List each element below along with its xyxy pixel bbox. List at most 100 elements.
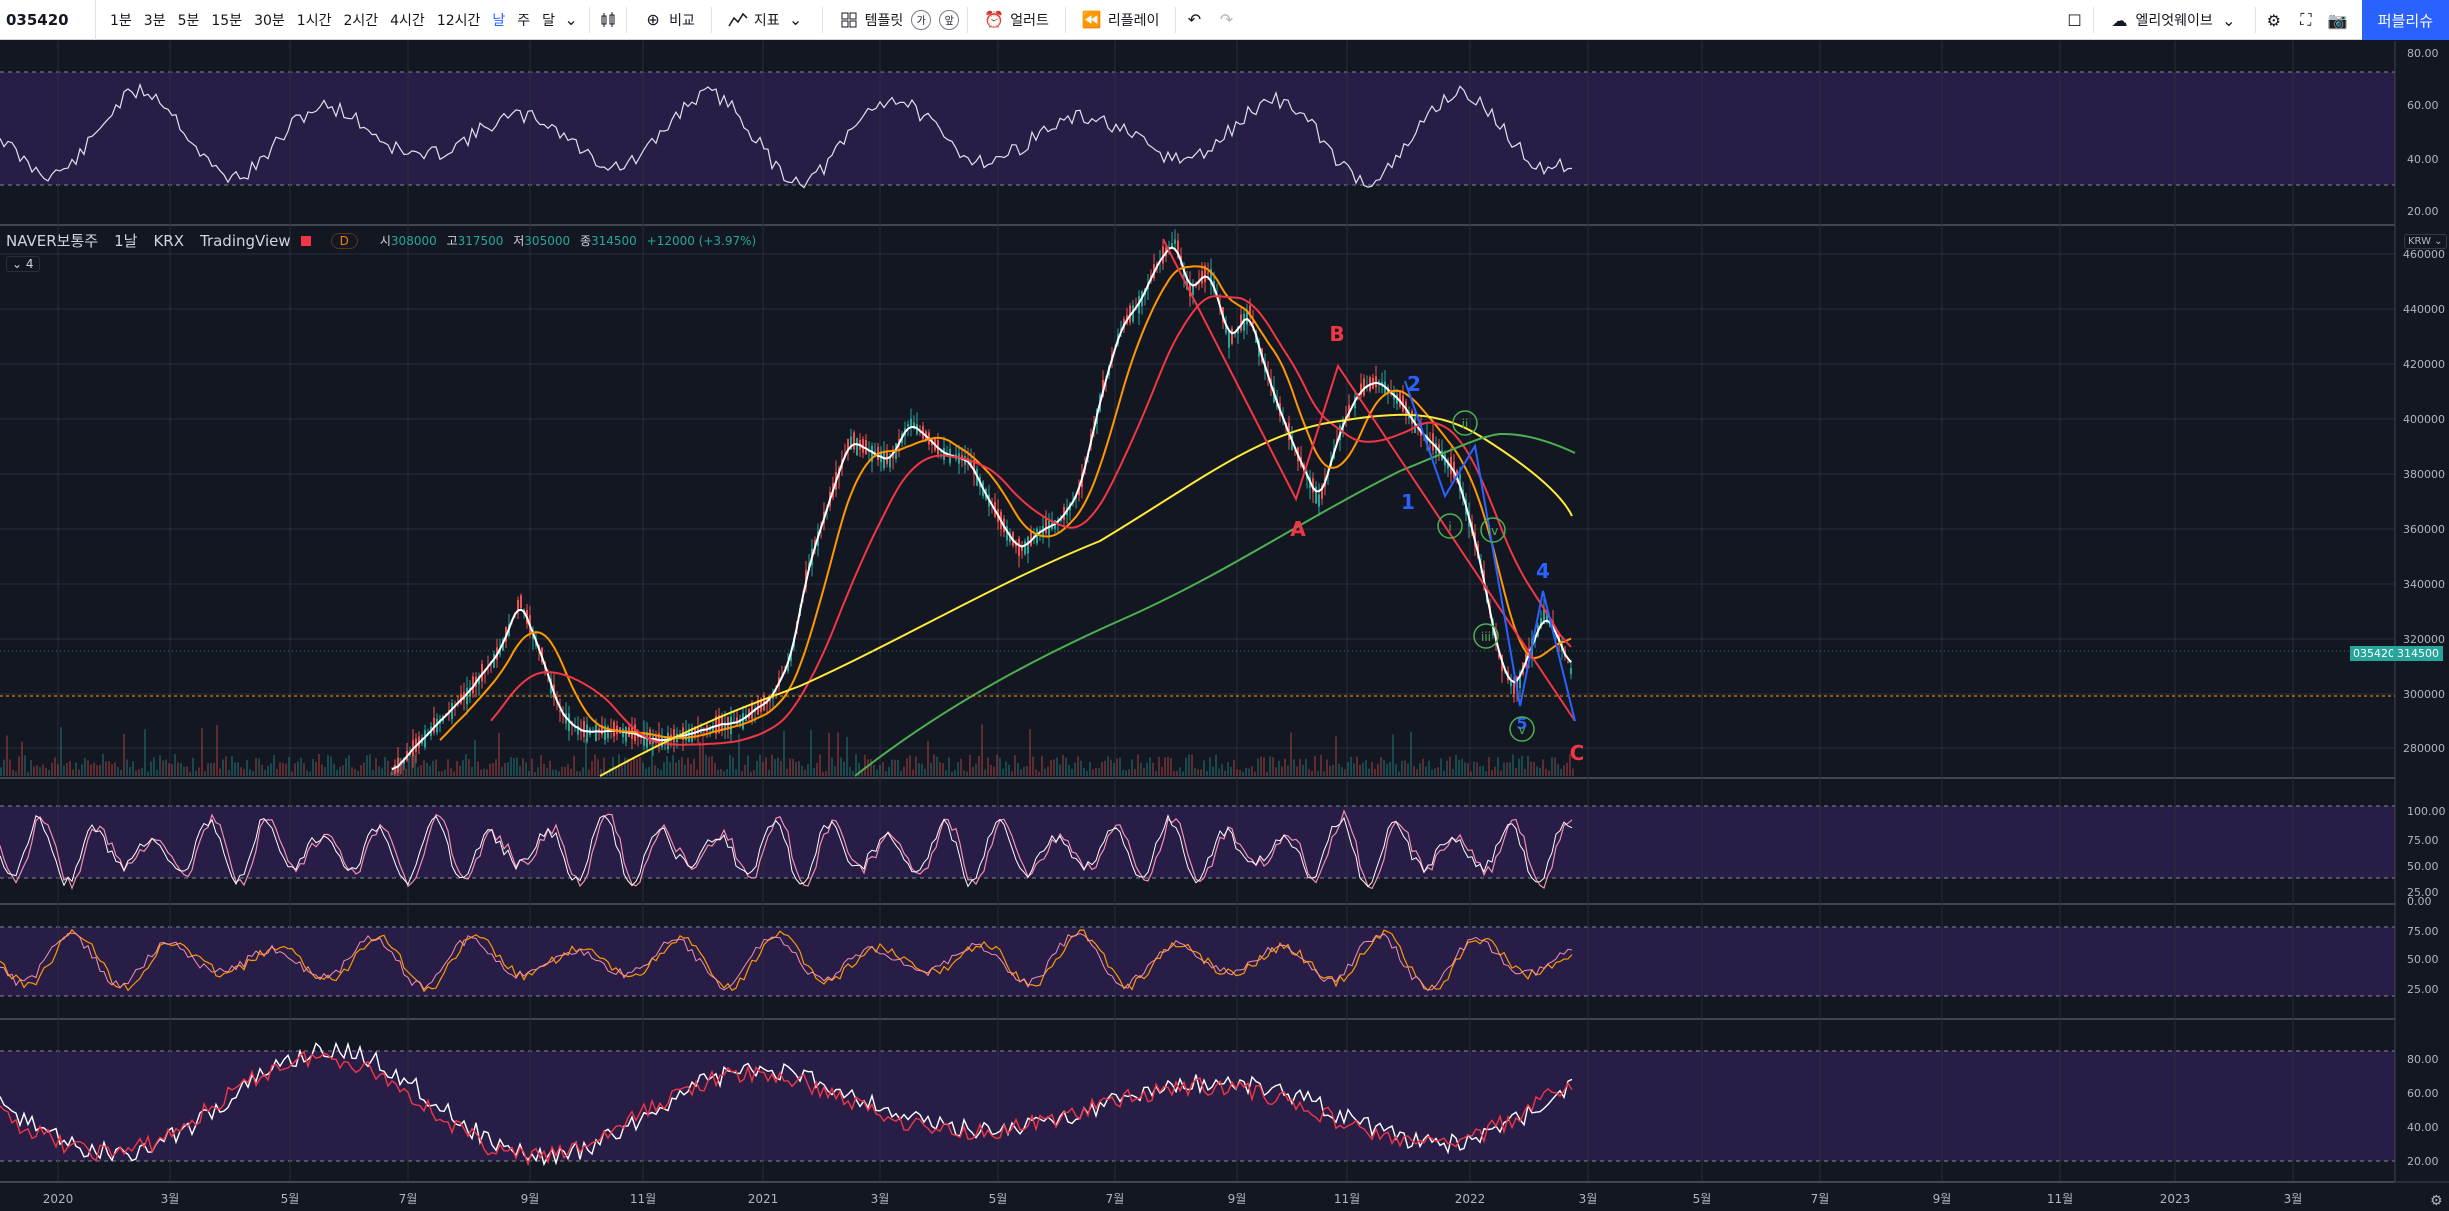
interval-8[interactable]: 12시간 [436,12,481,29]
volume-bar [780,760,782,776]
volume-bar [1224,770,1226,776]
volume-bar [1290,732,1292,776]
volume-bar [1488,757,1490,776]
volume-bar [411,755,413,776]
volume-bar [1338,763,1340,776]
gear-icon[interactable]: ⚙ [2266,10,2281,30]
currency-selector[interactable]: KRW ⌄ [2404,234,2447,249]
undo-icon[interactable]: ↶ [1187,10,1202,29]
volume-bar [306,770,308,776]
volume-bar [1008,764,1010,776]
template-badge-2[interactable]: 앞 [939,9,960,30]
camera-icon[interactable]: 📷 [2327,10,2348,30]
redo-icon[interactable]: ↷ [1219,10,1234,29]
compare-button[interactable]: ⊕ 비교 [635,0,703,40]
candle-body [940,451,942,453]
volume-bar [636,758,638,776]
volume-bar [870,759,872,776]
candle-body [1078,487,1080,496]
chart-canvas[interactable]: 460000 440000 420000 400000 380000 360000 3400… [0,41,2449,1211]
volume-bar [1176,770,1178,776]
interval-10[interactable]: 주 [517,12,531,29]
time-axis-label: 3월 [2284,1192,2303,1206]
interval-7[interactable]: 4시간 [390,12,425,29]
volume-bar [192,757,194,776]
templates-button[interactable]: 템플릿 [831,0,912,40]
volume-bar [846,737,848,776]
osc-panel-1-axis-label: 100.00 [2407,805,2446,818]
volume-bar [720,768,722,776]
volume-bar [1428,760,1430,776]
volume-bar [624,757,626,776]
volume-bar [1101,762,1103,776]
expand-icon[interactable]: ⛶ [2300,10,2312,29]
volume-bar [549,760,551,776]
layout-button[interactable]: ☁ 엘리엇웨이브 ⌄ [2102,0,2247,40]
volume-bar [1320,754,1322,776]
volume-bar [1302,764,1304,776]
interval-9[interactable]: 날 [492,12,506,29]
volume-group [0,724,1574,776]
volume-bar [951,771,953,776]
volume-bar [1173,771,1175,776]
volume-bar [186,766,188,776]
interval-5[interactable]: 1시간 [296,12,332,29]
template-badge-1[interactable]: 가 [911,9,932,30]
price-axis-label: 340000 [2403,578,2445,591]
volume-bar [873,765,875,776]
candle-body [1228,331,1230,348]
volume-bar [1131,759,1133,776]
volume-bar [513,758,515,776]
candle-body [673,729,675,743]
volume-bar [1431,769,1433,776]
volume-bar [90,764,92,776]
volume-bar [627,758,629,776]
volume-bar [1362,762,1364,776]
alert-button[interactable]: ⏰ 얼러트 [976,0,1057,40]
divider [1064,6,1066,33]
volume-bar [936,756,938,776]
volume-bar [438,771,440,776]
indicators-button[interactable]: 지표 ⌄ [720,0,814,40]
volume-bar [1350,756,1352,776]
volume-bar [987,757,989,776]
interval-6[interactable]: 2시간 [343,12,379,29]
symbol-search[interactable]: 035420 [0,0,96,40]
candle-style-icon[interactable] [598,10,618,30]
interval-11[interactable]: 달 [542,12,556,29]
volume-bar [93,762,95,776]
volume-bar [1083,768,1085,776]
candle-body [661,736,663,747]
interval-4[interactable]: 30분 [254,12,285,29]
candle-body [742,713,744,729]
chart-area[interactable]: 460000 440000 420000 400000 380000 360000 3400… [0,41,2449,1211]
candle-body [1132,305,1134,322]
volume-bar [1563,765,1565,776]
wave-label-w1: 1 [1401,490,1415,514]
volume-bar [1023,766,1025,776]
volume-bar [786,768,788,776]
chevron-down-icon[interactable]: ⌄ [564,10,578,29]
interval-3[interactable]: 15분 [211,12,243,29]
volume-bar [1410,731,1412,776]
volume-bar [174,754,176,776]
publish-button[interactable]: 퍼블리슈 [2361,0,2449,40]
volume-bar [1116,758,1118,776]
fullscreen-square-icon[interactable]: ☐ [2067,10,2082,30]
volume-bar [1077,756,1079,776]
volume-bar [201,728,203,776]
volume-bar [63,765,65,776]
volume-bar [603,757,605,776]
interval-0[interactable]: 1분 [110,12,132,29]
interval-1[interactable]: 3분 [143,12,166,29]
wave-label-w4: 4 [1536,559,1550,583]
volume-bar [1071,768,1073,776]
volume-bar [1476,762,1478,776]
legend-collapse-button[interactable]: ⌄ 4 [6,256,40,272]
volume-bar [975,763,977,776]
volume-bar [819,754,821,776]
interval-2[interactable]: 5분 [177,12,200,29]
volume-bar [558,771,560,776]
flag-icon[interactable] [300,235,311,246]
replay-button[interactable]: ⏪ 리플레이 [1074,0,1168,40]
